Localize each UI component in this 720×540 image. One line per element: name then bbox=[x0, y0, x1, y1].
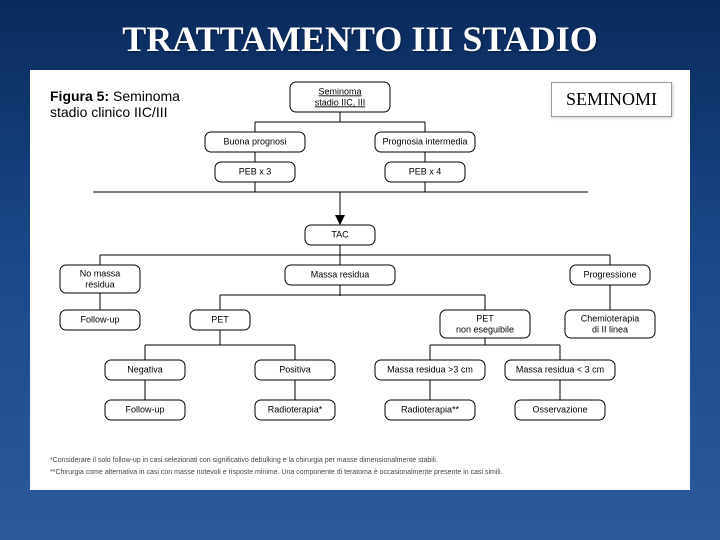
node-followup1-text: Follow-up bbox=[80, 314, 119, 324]
footnote-1: *Considerare il solo follow-up in casi s… bbox=[50, 457, 438, 464]
flowchart-diagram: Seminoma stadio IIC, III Buona prognosi … bbox=[30, 70, 690, 490]
node-root-text1: Seminoma bbox=[318, 86, 361, 96]
node-progressione-text: Progressione bbox=[583, 269, 636, 279]
node-chemo-t2: di II linea bbox=[592, 324, 628, 334]
node-peb3-text: PEB x 3 bbox=[239, 166, 272, 176]
node-radio1-text: Radioterapia* bbox=[268, 404, 323, 414]
node-followup2-text: Follow-up bbox=[125, 404, 164, 414]
node-massa-residua-text: Massa residua bbox=[311, 269, 370, 279]
node-prognosi-buona-text: Buona prognosi bbox=[223, 136, 286, 146]
node-no-massa-t1: No massa bbox=[80, 268, 121, 278]
node-no-massa-t2: residua bbox=[85, 279, 115, 289]
node-pet-non-t2: non eseguibile bbox=[456, 324, 514, 334]
slide-title: TRATTAMENTO III STADIO bbox=[0, 0, 720, 70]
node-pet-text: PET bbox=[211, 314, 229, 324]
node-pet-non-t1: PET bbox=[476, 313, 494, 323]
node-massa-lt3-text: Massa residua < 3 cm bbox=[516, 364, 604, 374]
node-chemo-t1: Chemioterapia bbox=[581, 313, 640, 323]
node-prognosi-intermedia-text: Prognosia intermedia bbox=[382, 136, 467, 146]
node-positiva-text: Positiva bbox=[279, 364, 311, 374]
footnote-2: **Chirurgia come alternativa in casi con… bbox=[50, 469, 503, 476]
node-radio2-text: Radioterapia** bbox=[401, 404, 460, 414]
node-massa-gt3-text: Massa residua >3 cm bbox=[387, 364, 473, 374]
node-negativa-text: Negativa bbox=[127, 364, 163, 374]
node-osservazione-text: Osservazione bbox=[532, 404, 587, 414]
content-panel: Figura 5: Seminoma stadio clinico IIC/II… bbox=[30, 70, 690, 490]
node-peb4-text: PEB x 4 bbox=[409, 166, 442, 176]
node-tac-text: TAC bbox=[331, 229, 349, 239]
node-root-text2: stadio IIC, III bbox=[315, 97, 366, 107]
